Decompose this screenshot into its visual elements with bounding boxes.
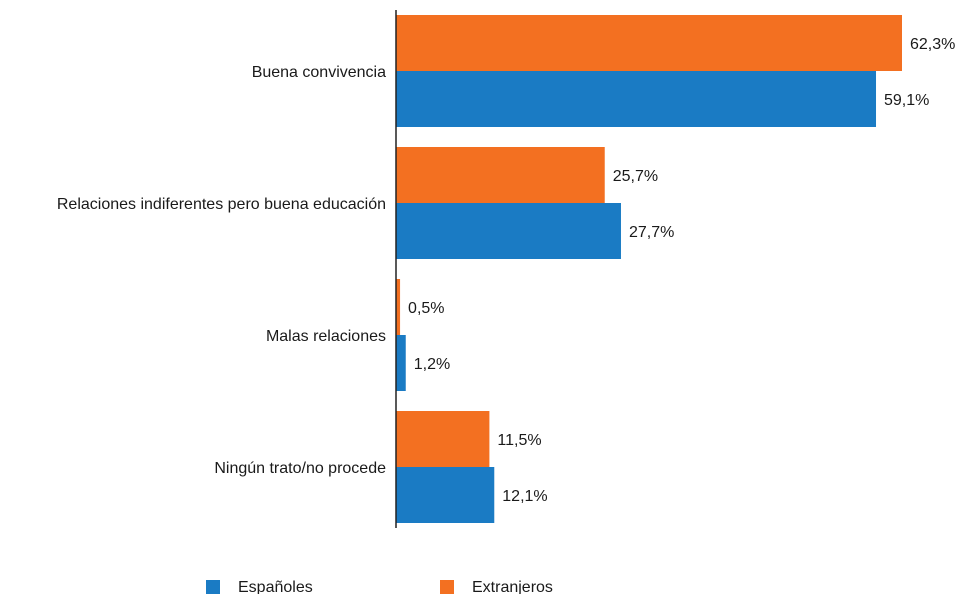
bar-extranjeros-relaciones-indiferentes-pero-buena-educacion <box>396 147 605 203</box>
legend-label-extranjeros: Extranjeros <box>472 579 553 594</box>
category-label-buena-convivencia: Buena convivencia <box>252 64 386 81</box>
legend-label-espanoles: Españoles <box>238 579 313 594</box>
category-label-malas-relaciones: Malas relaciones <box>266 328 386 345</box>
value-label-espanoles-ningun-trato-no-procede: 12,1% <box>502 488 547 505</box>
value-label-espanoles-malas-relaciones: 1,2% <box>414 356 450 373</box>
value-label-extranjeros-relaciones-indiferentes-pero-buena-educacion: 25,7% <box>613 168 658 185</box>
bar-espanoles-relaciones-indiferentes-pero-buena-educacion <box>396 203 621 259</box>
value-label-espanoles-relaciones-indiferentes-pero-buena-educacion: 27,7% <box>629 224 674 241</box>
bar-espanoles-malas-relaciones <box>396 335 406 391</box>
bar-extranjeros-buena-convivencia <box>396 15 902 71</box>
value-label-extranjeros-ningun-trato-no-procede: 11,5% <box>497 432 541 449</box>
legend: Españoles Extranjeros <box>206 579 553 594</box>
legend-swatch-extranjeros <box>440 580 454 594</box>
bar-extranjeros-malas-relaciones <box>396 279 401 335</box>
value-labels: 62,3% 59,1% 25,7% 27,7% 0,5% 1,2% 11,5% 12,1% <box>408 36 955 505</box>
value-label-espanoles-buena-convivencia: 59,1% <box>884 92 929 109</box>
value-label-extranjeros-buena-convivencia: 62,3% <box>910 36 955 53</box>
legend-swatch-espanoles <box>206 580 220 594</box>
category-labels: Buena convivencia Relaciones indiferentes… <box>57 64 386 477</box>
category-label-relaciones-indiferentes-pero-buena-educacion: Relaciones indiferentes pero buena educa… <box>57 196 386 213</box>
bars-group <box>396 15 902 523</box>
category-label-ningun-trato-no-procede: Ningún trato/no procede <box>214 460 386 477</box>
bar-espanoles-ningun-trato-no-procede <box>396 467 495 523</box>
bar-extranjeros-ningun-trato-no-procede <box>396 411 490 467</box>
value-label-extranjeros-malas-relaciones: 0,5% <box>408 300 444 317</box>
bar-espanoles-buena-convivencia <box>396 71 877 127</box>
